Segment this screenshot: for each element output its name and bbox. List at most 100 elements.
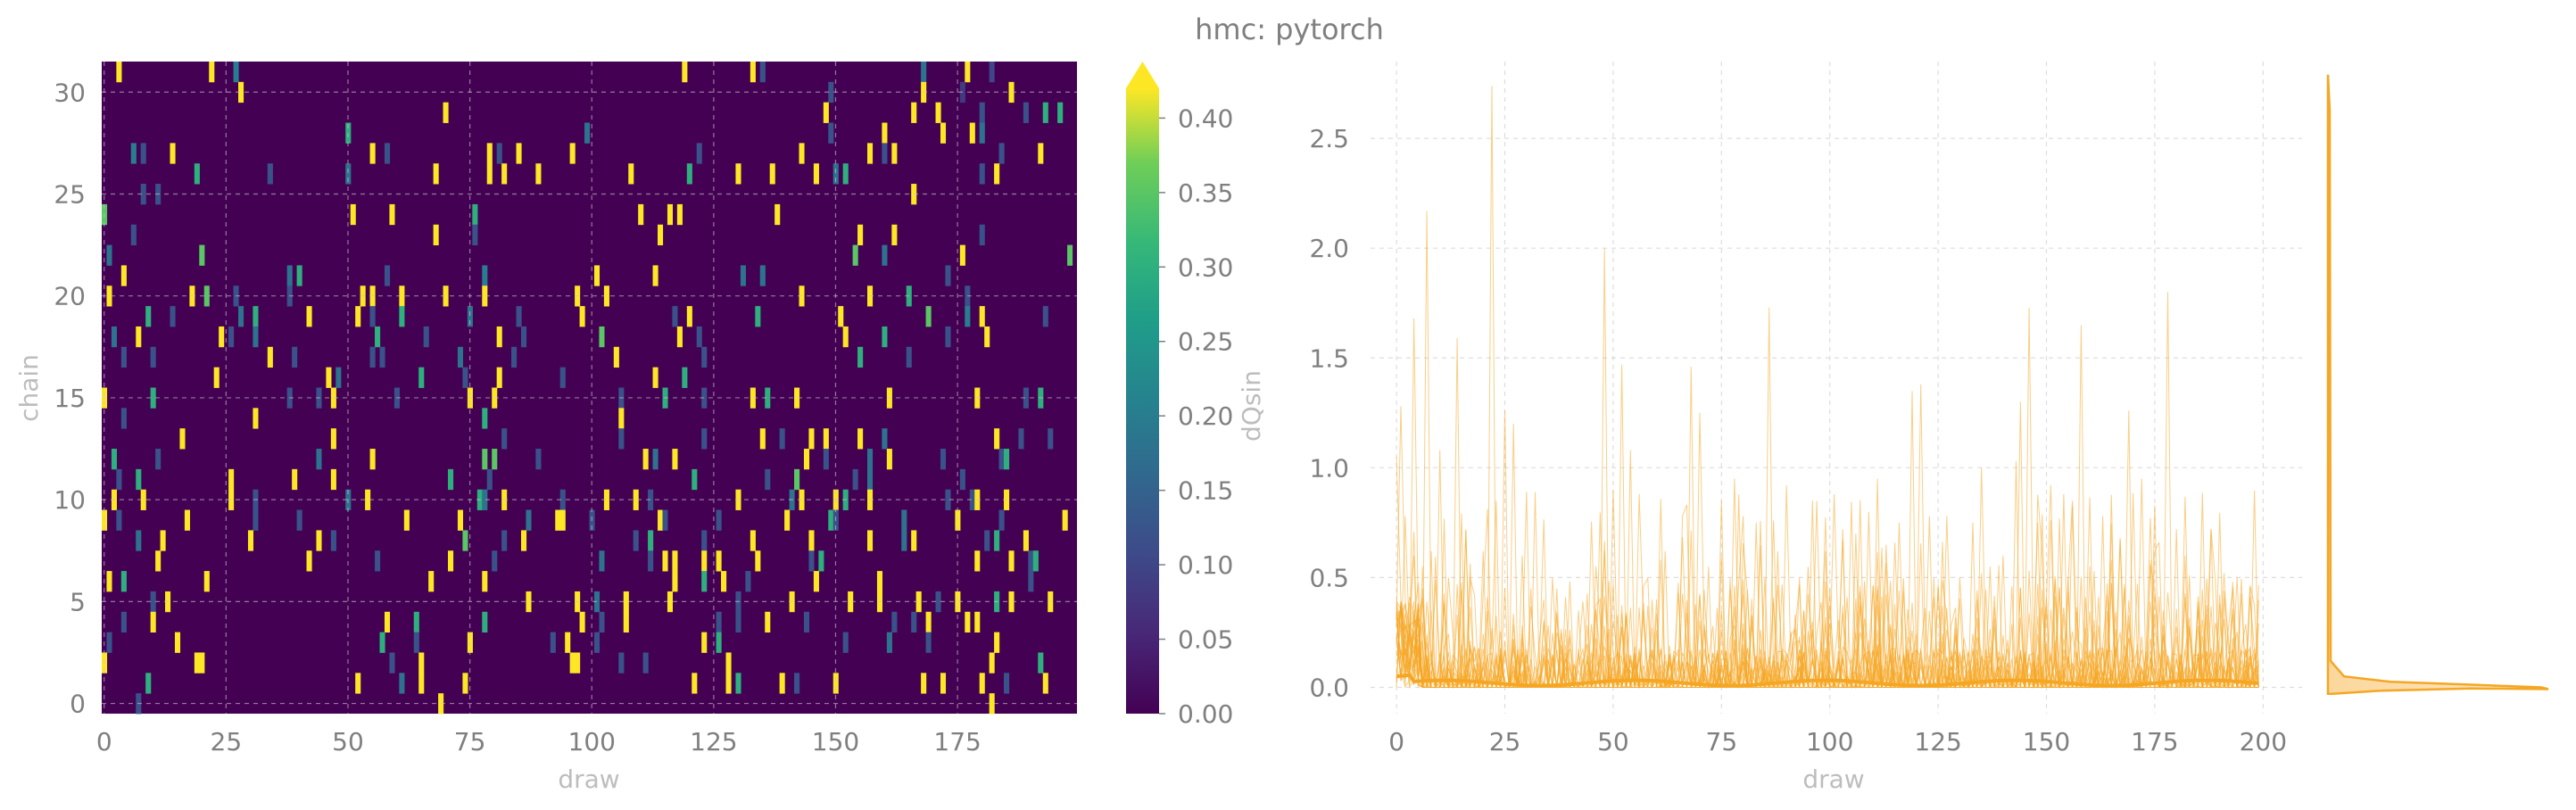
heatmap-cell [238,81,244,103]
heatmap-cell [330,428,336,450]
heatmap-cell [940,673,947,694]
heatmap-cell [203,285,210,307]
heatmap-cell [379,346,385,368]
heatmap-cell [701,571,708,592]
heatmap-cell [233,62,239,83]
mean-trace [1396,673,2259,688]
heatmap-cell [832,673,839,694]
trace-x-tick-label: 25 [1489,727,1521,756]
heatmap-cell [516,143,522,164]
heatmap-cell [648,530,654,551]
heatmap-cell [808,550,815,572]
heatmap-cell [345,163,352,185]
heatmap-cell [599,611,605,633]
heatmap-cell [716,632,722,653]
trace-y-tick-label: 0.0 [1309,673,1349,702]
heatmap-cell [569,652,576,674]
heatmap-cell [286,265,293,286]
heatmap-cell [462,530,468,551]
heatmap-cell [130,224,137,245]
heatmap-cell [989,62,995,83]
heatmap-x-ticks: 0 25 50 75 100 125 150 175 [96,727,982,756]
heatmap-x-tick-label: 75 [454,727,486,756]
heatmap-cell [759,265,766,286]
heatmap-cell [150,611,156,633]
heatmap-cell [130,143,137,164]
heatmap-x-label: draw [558,765,619,794]
heatmap-cell [832,163,839,185]
heatmap-cell [891,611,898,633]
heatmap-cell [882,122,888,144]
heatmap-cell [940,122,947,144]
heatmap-cell [1062,509,1068,531]
heatmap-cell [199,652,205,674]
heatmap-y-label: chain [14,354,44,422]
heatmap-cell [755,550,761,572]
heatmap-cell [136,530,142,551]
heatmap-cell [701,387,708,409]
colorbar-ticks: 0.00 0.05 0.10 0.15 0.20 0.25 0.30 0.35 0.40 [1159,103,1233,729]
colorbar-label: dQsin [1237,370,1266,442]
heatmap-cell [482,489,488,510]
heatmap-cell [418,673,425,694]
trace-y-tick-label: 1.5 [1309,343,1349,373]
heatmap-cell [652,449,658,470]
heatmap-cell [418,367,425,388]
heatmap-x-tick-label: 125 [690,727,737,756]
heatmap-cell [1028,550,1034,572]
heatmap-cell [901,530,907,551]
heatmap-cell [998,509,1005,531]
heatmap-cell [559,489,566,510]
heatmap-cell [219,326,225,348]
heatmap-cell [642,449,649,470]
heatmap-cell [765,468,771,491]
heatmap-cell [716,611,722,633]
heatmap-cell [511,346,518,368]
heatmap-cell [457,346,464,368]
heatmap-cell [326,367,332,388]
heatmap-cell [965,611,971,633]
heatmap-cell [170,306,176,327]
heatmap-cell [520,326,527,348]
heatmap-cell [565,632,571,653]
heatmap-cell [316,530,322,551]
heatmap-cell [925,611,932,633]
heatmap-cell [369,346,376,368]
heatmap-cell [667,591,674,613]
heatmap-cell [857,224,864,245]
heatmap-cell [526,591,532,613]
colorbar-tick-label: 0.10 [1178,550,1233,580]
heatmap-cell [399,306,405,327]
heatmap-cell [686,306,692,327]
heatmap-cell [613,346,619,368]
trace-series [1396,86,2259,690]
heatmap-cell [535,449,542,470]
heatmap-cell [150,387,156,409]
heatmap-cell [735,673,741,694]
heatmap-cell [593,265,601,286]
heatmap-cell [599,550,605,572]
heatmap-cell [984,326,990,348]
colorbar: 0.00 0.05 0.10 0.15 0.20 0.25 0.30 0.35 0.40 dQs… [1126,62,1266,729]
heatmap-cell [867,449,874,470]
heatmap-cell [857,346,864,368]
heatmap-x-tick-label: 175 [933,727,981,756]
heatmap-cell [369,143,376,164]
heatmap-cell [599,326,605,348]
heatmap-cell [842,632,849,653]
heatmap-cell [106,285,112,307]
heatmap-cell [633,530,639,551]
heatmap-cell [886,449,892,470]
heatmap-cell [253,326,259,348]
heatmap-cell [755,306,761,327]
trace-y-tick-label: 0.5 [1309,563,1349,592]
colorbar-tick-label: 0.20 [1178,401,1233,431]
heatmap-cell [769,163,775,185]
heatmap-cell [482,611,488,633]
marginal-density [2326,74,2549,696]
heatmap-cell [179,428,186,450]
heatmap-cell [935,102,941,123]
heatmap-cell [774,203,781,226]
heatmap-y-tick-label: 5 [70,587,86,616]
heatmap-cell [1004,673,1010,694]
